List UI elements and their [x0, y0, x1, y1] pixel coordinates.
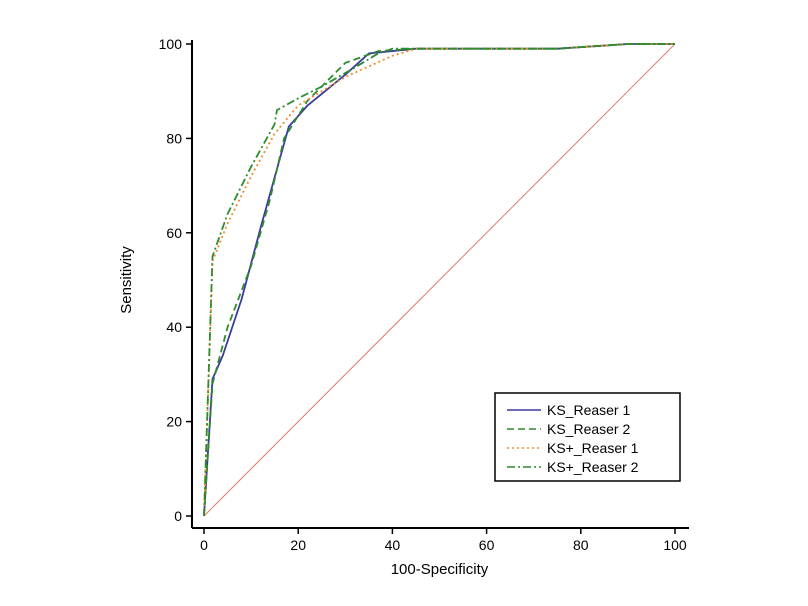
y-tick-label: 0: [174, 508, 182, 524]
legend-label-3: KS+_Reaser 1: [547, 440, 639, 456]
y-tick-label: 100: [159, 36, 183, 52]
y-tick-label: 80: [166, 130, 182, 146]
y-axis-title: Sensitivity: [118, 246, 135, 314]
plot-area: [203, 43, 676, 517]
series-line-4: [203, 43, 675, 517]
legend-label-1: KS_Reaser 1: [547, 402, 630, 418]
legend-label-4: KS+_Reaser 2: [547, 459, 639, 475]
x-tick-label: 0: [200, 537, 208, 553]
y-tick-label: 20: [166, 414, 182, 430]
x-tick-label: 100: [663, 537, 687, 553]
x-axis-title: 100-Specificity: [391, 561, 489, 578]
legend-label-2: KS_Reaser 2: [547, 421, 630, 437]
x-tick-label: 60: [479, 537, 495, 553]
y-tick-label: 60: [166, 225, 182, 241]
y-tick-label: 40: [166, 319, 182, 335]
x-tick-label: 40: [385, 537, 401, 553]
x-tick-label: 20: [290, 537, 306, 553]
x-tick-label: 80: [573, 537, 589, 553]
legend: KS_Reaser 1 KS_Reaser 2 KS+_Reaser 1 KS+_Re…: [494, 392, 681, 482]
reference-diagonal-line: [203, 43, 676, 517]
axes: [191, 40, 689, 529]
ticks: 0 20 40 60 80 100 0 20 40 60 80 100: [159, 36, 687, 553]
